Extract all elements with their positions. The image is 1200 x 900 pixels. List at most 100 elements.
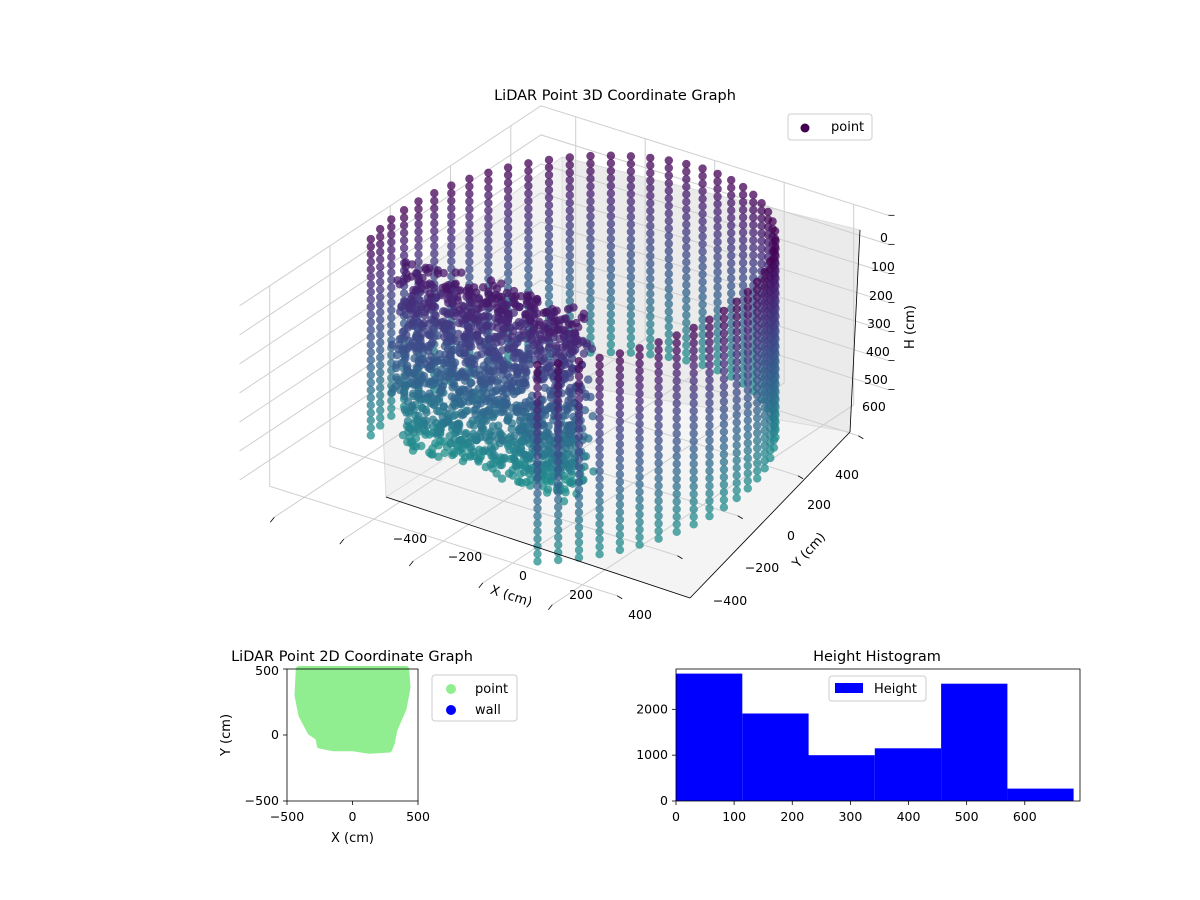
point-3d — [433, 395, 442, 404]
point-3d — [654, 504, 663, 513]
point-3d — [654, 421, 663, 430]
point-3d — [753, 323, 762, 332]
point-3d — [503, 246, 513, 255]
point-3d — [545, 327, 555, 336]
point-3d — [606, 264, 616, 274]
point-3d — [606, 317, 616, 326]
legend-marker-wall — [446, 705, 456, 715]
point-3d — [713, 320, 722, 330]
x-tick-label: 500 — [406, 809, 430, 824]
point-3d — [565, 296, 574, 306]
point-3d — [664, 292, 673, 301]
point-3d — [743, 386, 752, 395]
point-3d — [387, 275, 396, 285]
point-3d — [499, 363, 508, 373]
x-axis-label: X (cm) — [331, 831, 374, 846]
x-tick-label: 0 — [672, 809, 680, 824]
y-tick-label: 2000 — [636, 701, 668, 716]
point-3d — [516, 448, 525, 458]
y-tick-label: 0 — [660, 793, 668, 808]
point-3d — [705, 338, 714, 347]
point-3d — [689, 444, 698, 453]
histogram-bar — [676, 673, 743, 801]
point-3d — [524, 166, 533, 175]
point-3d — [465, 235, 474, 244]
point-3d — [387, 222, 396, 232]
point-3d — [705, 511, 714, 521]
tick-marks-3d — [269, 214, 895, 611]
point-3d — [366, 370, 375, 380]
point-3d — [504, 469, 514, 478]
point-3d — [705, 481, 714, 491]
point-3d — [465, 212, 474, 221]
point-3d — [399, 213, 409, 222]
point-3d — [524, 189, 533, 198]
point-3d — [713, 222, 722, 231]
point-3d — [682, 273, 691, 282]
point-3d — [626, 167, 636, 176]
point-3d — [554, 555, 563, 565]
point-3d — [430, 196, 439, 205]
point-3d — [743, 348, 752, 357]
point-3d — [635, 533, 644, 542]
point-3d — [760, 381, 769, 390]
point-3d — [760, 365, 769, 375]
point-3d — [366, 310, 375, 319]
point-3d — [732, 297, 741, 306]
point-3d — [366, 250, 375, 259]
point-3d — [484, 229, 493, 238]
point-3d — [672, 512, 681, 521]
point-3d — [672, 361, 681, 370]
y-tick-label: −500 — [245, 793, 279, 808]
point-3d — [689, 353, 698, 363]
y-tick-label: −400 — [713, 593, 747, 608]
point-3d — [738, 273, 748, 282]
point-3d — [546, 368, 556, 377]
point-3d — [562, 459, 571, 468]
point-3d — [654, 458, 663, 468]
point-3d — [366, 423, 375, 433]
point-3d — [672, 437, 681, 446]
point-3d — [568, 479, 577, 488]
point-3d — [595, 421, 604, 430]
point-3d — [760, 335, 769, 345]
point-3d — [635, 412, 644, 421]
point-3d — [606, 340, 616, 349]
point-3d — [524, 204, 533, 213]
point-3d — [589, 467, 598, 476]
point-3d — [682, 348, 691, 358]
point-3d — [760, 411, 769, 420]
point-3d — [544, 216, 554, 225]
point-3d — [705, 466, 714, 475]
point-3d — [698, 292, 707, 302]
x-tick-label: 100 — [722, 809, 746, 824]
point-3d — [654, 338, 663, 347]
point-3d — [682, 220, 691, 229]
grid-line — [482, 182, 785, 584]
point-3d — [689, 512, 698, 521]
point-3d — [414, 358, 424, 367]
x-tick-label: 500 — [955, 809, 979, 824]
point-3d — [414, 227, 423, 236]
point-3d — [595, 444, 604, 453]
x-tick-label: −200 — [448, 549, 482, 564]
point-3d — [584, 375, 593, 384]
point-3d — [698, 232, 707, 241]
point-3d — [554, 510, 563, 519]
point-3d — [470, 360, 479, 369]
point-3d — [449, 378, 458, 388]
point-3d — [753, 383, 762, 392]
point-3d — [606, 234, 616, 243]
point-3d — [366, 385, 375, 395]
legend-label-height: Height — [874, 682, 917, 697]
point-3d — [565, 191, 574, 200]
point-3d — [507, 384, 516, 393]
point-3d — [552, 306, 561, 315]
z-axis-line — [849, 229, 861, 433]
point-3d — [713, 199, 722, 209]
point-3d — [544, 343, 554, 352]
point-3d — [447, 257, 456, 266]
point-3d — [749, 213, 758, 222]
point-3d — [732, 403, 741, 412]
point-3d — [503, 208, 513, 218]
